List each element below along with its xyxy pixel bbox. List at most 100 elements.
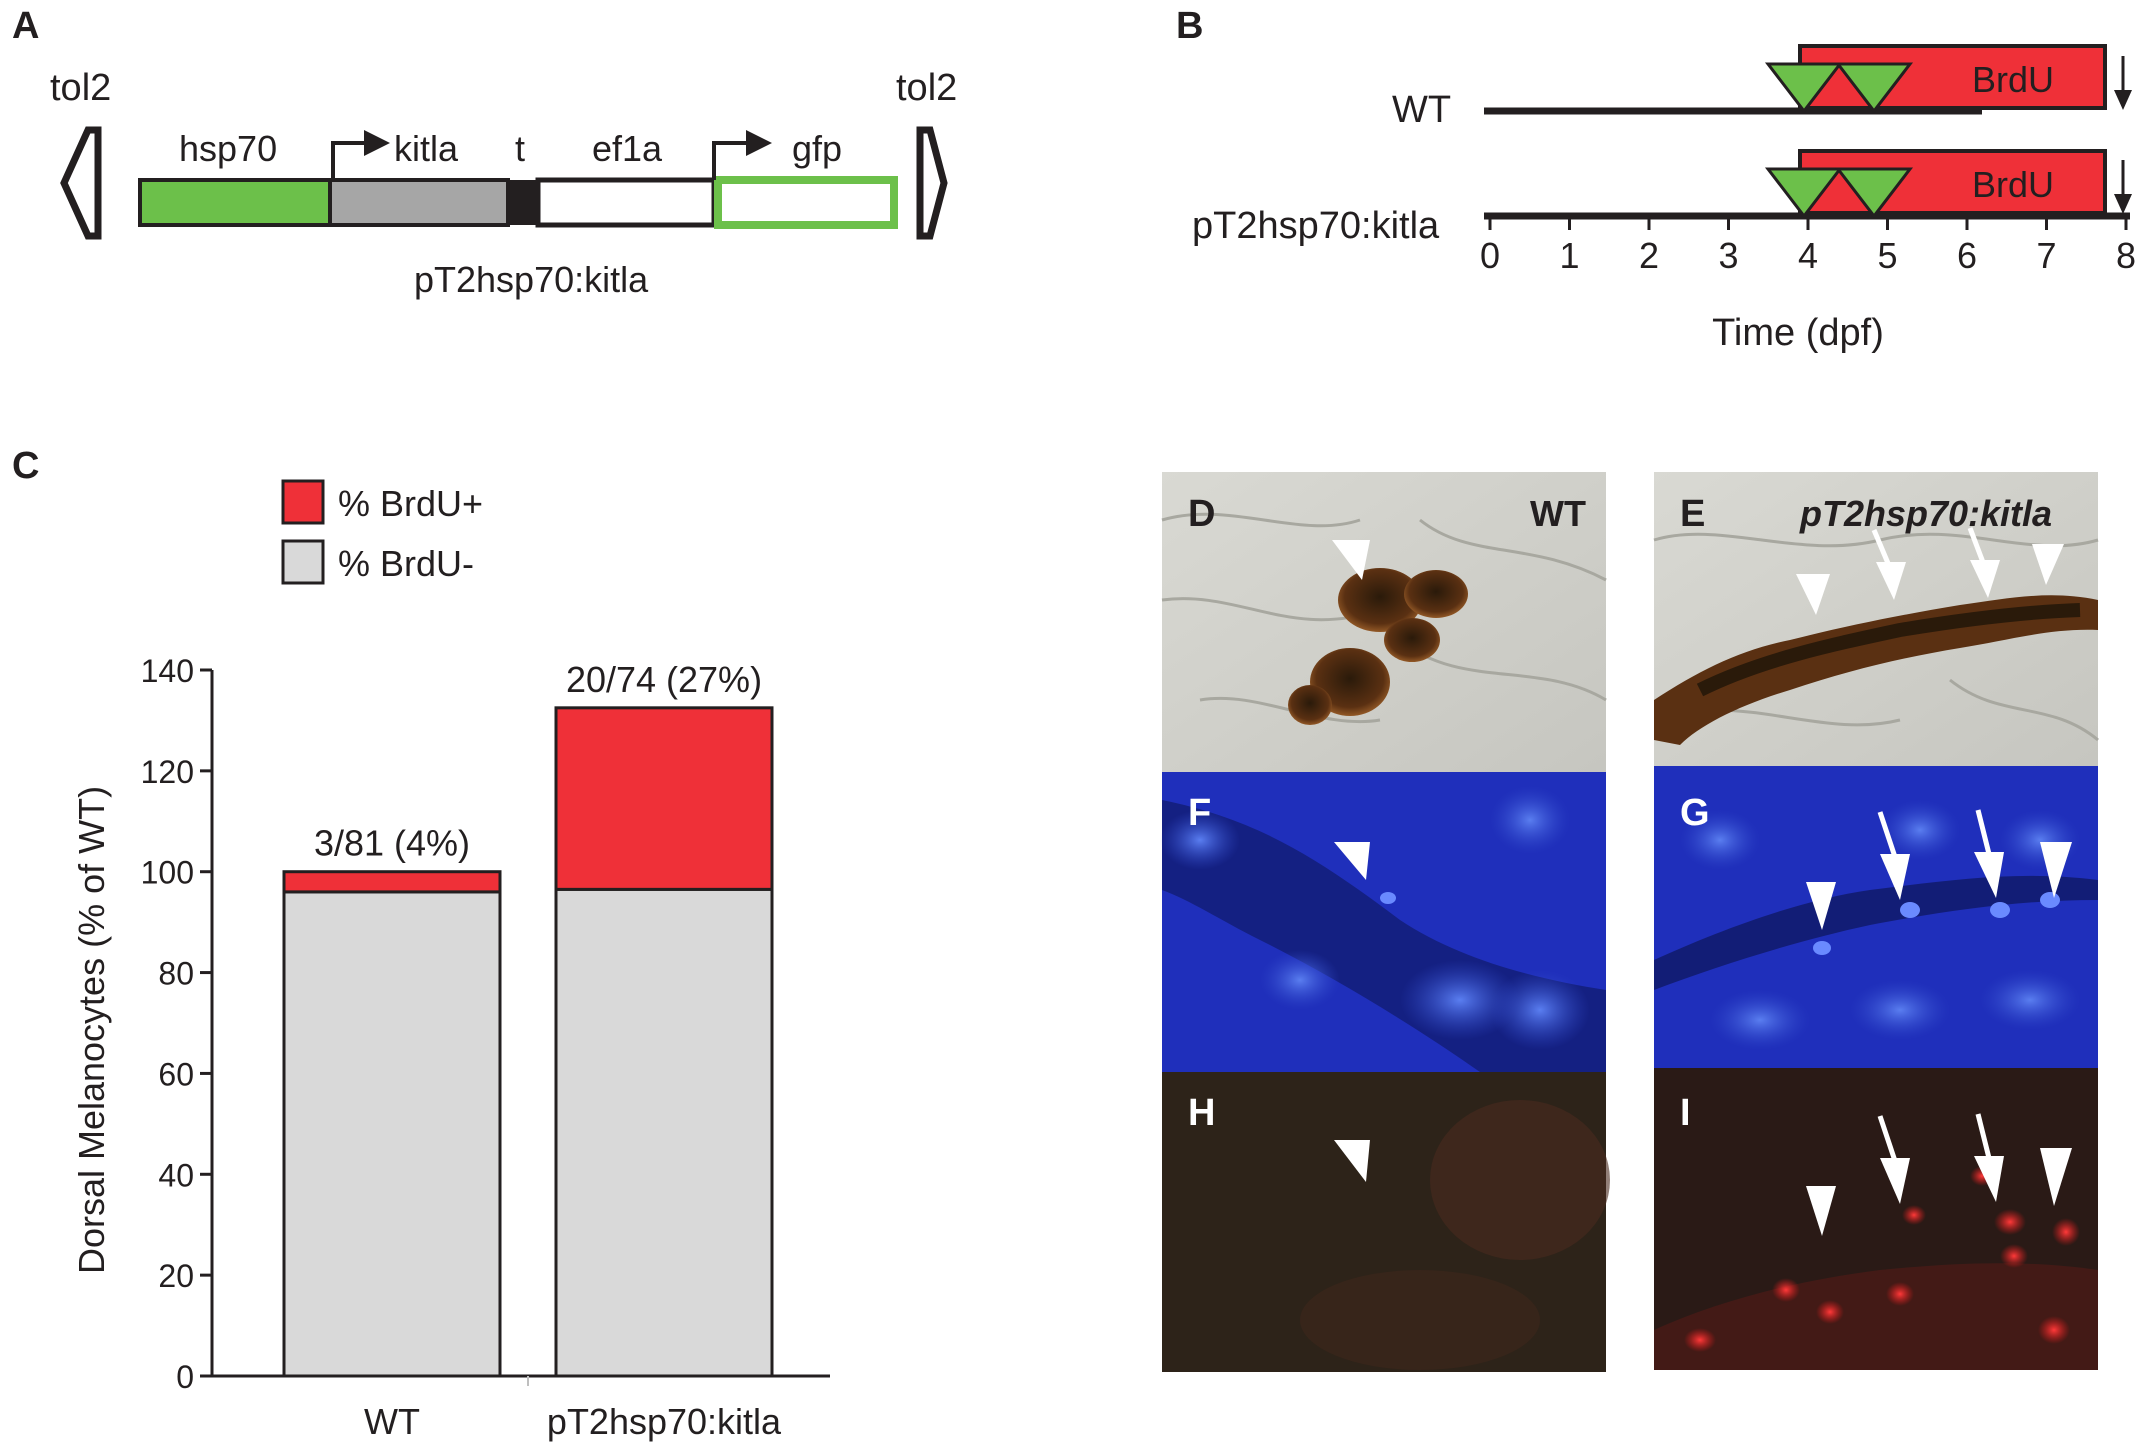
- melanocyte-stripe-e-core: [1696, 603, 2081, 697]
- micrograph-h-glow-2: [1300, 1270, 1540, 1370]
- timeline-tick-label: 7: [2036, 235, 2056, 276]
- timeline-tick-label: 8: [2116, 235, 2136, 276]
- tol2-right-arrowhead: [916, 126, 948, 240]
- bar-annotation: 3/81 (4%): [314, 823, 470, 864]
- arrowhead-h: [1334, 1140, 1370, 1182]
- y-tick-label: 60: [158, 1056, 194, 1092]
- y-tick-label: 80: [158, 956, 194, 992]
- nucleus-f-6: [1380, 892, 1396, 904]
- micrograph-f: F: [1160, 772, 1606, 1072]
- micrograph-d: D WT: [1161, 472, 1607, 772]
- timeline-tick-label: 2: [1639, 235, 1659, 276]
- arrow-g-1-line: [1877, 811, 1899, 861]
- y-tick-label: 20: [158, 1258, 194, 1294]
- y-tick-label: 0: [176, 1359, 194, 1395]
- nucleus-g-10: [2040, 892, 2060, 908]
- nucleus-i-1: [1902, 1205, 1926, 1225]
- timeline-row-kitla-label: pT2hsp70:kitla: [1192, 205, 1440, 247]
- micrograph-h-glow-1: [1430, 1100, 1610, 1260]
- melanocyte-d-1: [1338, 568, 1422, 632]
- x-category-label: pT2hsp70:kitla: [547, 1401, 782, 1442]
- nucleus-g-2: [1880, 800, 1960, 860]
- arrowhead-i-1: [1806, 1186, 1836, 1236]
- arrow-i-1: [1880, 1158, 1910, 1204]
- bar-segment: [282, 890, 502, 1378]
- timeline-tick-label: 4: [1798, 235, 1818, 276]
- ef1a-promoter-line: [712, 141, 750, 180]
- arrow-e-2-line: [1967, 527, 1987, 566]
- y-tick-label: 140: [141, 653, 194, 689]
- melanocyte-d-2: [1404, 570, 1468, 618]
- arrow-e-1: [1876, 562, 1906, 600]
- gfp-segment: [714, 176, 898, 229]
- micrograph-i: I: [1654, 1068, 2098, 1370]
- arrowhead-e-2: [2032, 544, 2064, 585]
- nucleus-g-3: [2000, 810, 2080, 870]
- kitla-label: kitla: [394, 128, 459, 169]
- arrow-e-1-line: [1871, 529, 1893, 569]
- timeline-tick-label: 3: [1718, 235, 1738, 276]
- arrow-i-2: [1974, 1156, 2004, 1202]
- legend-label-brdu-pos: % BrdU+: [338, 483, 483, 524]
- melanocyte-d-3: [1384, 618, 1440, 662]
- nucleus-f-2: [1490, 786, 1570, 854]
- micrograph-i-glow-region: [1654, 1263, 2098, 1370]
- arrowhead-g-2: [2040, 842, 2072, 898]
- gfp-label: gfp: [792, 128, 842, 169]
- hsp70-label: hsp70: [179, 128, 277, 169]
- brdu-bar-kitla: [1798, 149, 2107, 215]
- micrograph-d-tissue-lines: [1161, 512, 1607, 724]
- micrograph-i-letter: I: [1680, 1092, 1691, 1134]
- micrograph-e-label: pT2hsp70:kitla: [1799, 493, 2052, 534]
- kitla-segment: [328, 178, 510, 227]
- bar-segment: [282, 870, 502, 894]
- ef1a-promoter-arrow: [746, 130, 772, 156]
- arrow-g-1: [1880, 854, 1910, 900]
- nucleus-g-7: [1813, 941, 1831, 955]
- nucleus-g-6: [1980, 970, 2080, 1030]
- micrograph-d-letter: D: [1188, 493, 1215, 535]
- y-tick-label: 100: [141, 855, 194, 891]
- arrowhead-f: [1334, 842, 1370, 880]
- micrograph-g-letter: G: [1680, 792, 1710, 834]
- timeline-tick-label: 0: [1480, 235, 1500, 276]
- micrograph-e: E pT2hsp70:kitla: [1653, 472, 2099, 766]
- construct-label: pT2hsp70:kitla: [414, 259, 649, 300]
- heat-shock-triangle-4: [1834, 167, 1914, 219]
- nucleus-i-10: [1886, 1282, 1914, 1306]
- brdu-label-kitla: BrdU: [1972, 164, 2054, 205]
- bar-annotation: 20/74 (27%): [566, 659, 762, 700]
- fixation-arrow-wt: [2114, 90, 2132, 110]
- panel-a: A tol2 tol2 hsp70 kitla t ef1a gfp pT2hs…: [12, 5, 957, 300]
- ef1a-segment: [535, 177, 717, 228]
- nucleus-f-1: [1160, 810, 1240, 870]
- micrograph-g: G: [1654, 766, 2098, 1068]
- nucleus-f-5: [1260, 950, 1340, 1010]
- arrow-e-2: [1970, 560, 2000, 598]
- melanocyte-stripe-e: [1654, 595, 2098, 745]
- nucleus-i-8: [1684, 1328, 1716, 1352]
- micrograph-h: H: [1162, 1072, 1610, 1372]
- micrograph-g-dark-region: [1654, 875, 2098, 990]
- legend-label-brdu-neg: % BrdU-: [338, 543, 474, 584]
- micrograph-h-letter: H: [1188, 1092, 1215, 1134]
- nucleus-i-7: [1816, 1300, 1844, 1324]
- nucleus-g-9: [1990, 902, 2010, 918]
- legend-swatch-brdu-pos: [281, 479, 325, 525]
- nucleus-f-4: [1490, 970, 1590, 1050]
- nucleus-i-9: [2038, 1316, 2070, 1344]
- arrowhead-d: [1332, 540, 1370, 580]
- nucleus-i-6: [1772, 1278, 1800, 1302]
- stacked-bar-chart: 0 20 40 60 80 100 120 140 3/81 (4%) WT 20/74 (27%)…: [141, 653, 830, 1442]
- tol2-left-label: tol2: [50, 67, 111, 109]
- chart-ylabel: Dorsal Melanocytes (% of WT): [71, 786, 112, 1274]
- legend-swatch-brdu-neg: [281, 539, 325, 585]
- timeline-tick-label: 5: [1877, 235, 1897, 276]
- tol2-left-arrowhead: [60, 126, 102, 240]
- panel-letter-b: B: [1176, 5, 1203, 47]
- arrow-g-2-line: [1975, 809, 1993, 859]
- timeline-axis-ticks: 0 1 2 3 4 5 6 7 8: [1480, 216, 2136, 276]
- y-tick-label: 40: [158, 1157, 194, 1193]
- hsp70-promoter-line: [331, 141, 368, 180]
